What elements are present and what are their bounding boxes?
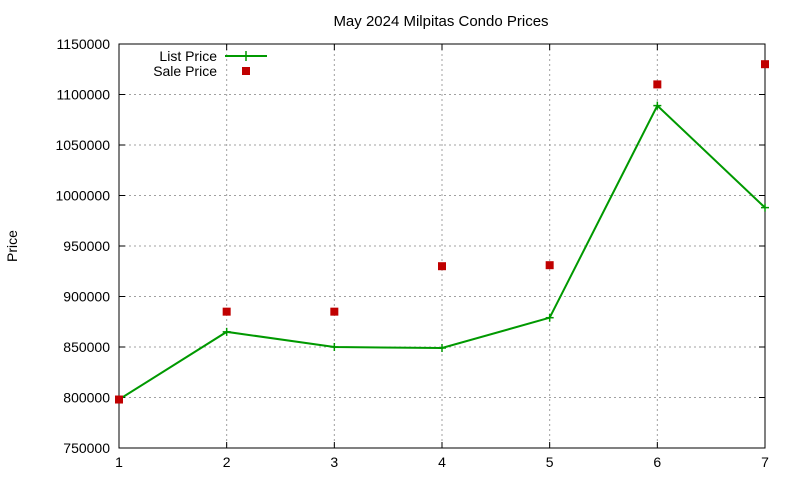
y-tick-label: 1150000: [57, 36, 111, 52]
point-sale-price: [115, 395, 123, 404]
point-list-price: [330, 343, 339, 351]
x-tick-label: 5: [546, 454, 554, 470]
chart-title: May 2024 Milpitas Condo Prices: [333, 13, 548, 30]
y-tick-label: 800000: [63, 390, 110, 406]
series-layer: [115, 60, 769, 404]
y-tick-label: 850000: [63, 339, 110, 355]
point-sale-price: [545, 261, 554, 270]
point-sale-price: [761, 60, 769, 69]
point-sale-price: [222, 307, 231, 316]
point-list-price: [545, 313, 554, 322]
point-sale-price: [653, 80, 662, 89]
x-tick-label: 2: [223, 454, 231, 470]
legend-marker-list-price: [241, 51, 251, 61]
x-tick-label: 1: [115, 454, 123, 470]
y-tick-label: 750000: [63, 440, 110, 456]
point-sale-price: [330, 307, 339, 316]
point-list-price: [222, 327, 231, 336]
point-list-price: [653, 101, 662, 110]
y-tick-label: 1000000: [55, 188, 110, 204]
y-tick-label: 1050000: [55, 137, 110, 153]
ticks-layer: 750000 800000 850000 900000 950000 1000000 105…: [55, 36, 769, 470]
point-sale-price: [438, 262, 446, 271]
y-tick-label: 1100000: [57, 87, 111, 103]
legend: List Price Sale Price: [153, 48, 267, 79]
legend-marker-sale-price: [242, 67, 250, 75]
point-list-price: [761, 203, 769, 212]
point-list-price: [438, 344, 446, 353]
x-tick-label: 7: [761, 454, 769, 470]
x-tick-label: 4: [438, 454, 446, 470]
legend-label-sale-price: Sale Price: [153, 63, 217, 79]
legend-label-list-price: List Price: [159, 48, 217, 64]
y-axis-label: Price: [4, 230, 20, 262]
x-tick-label: 3: [330, 454, 338, 470]
x-tick-label: 6: [653, 454, 661, 470]
y-tick-label: 900000: [63, 289, 110, 305]
y-tick-label: 950000: [63, 238, 110, 254]
grid-layer: [119, 44, 765, 448]
